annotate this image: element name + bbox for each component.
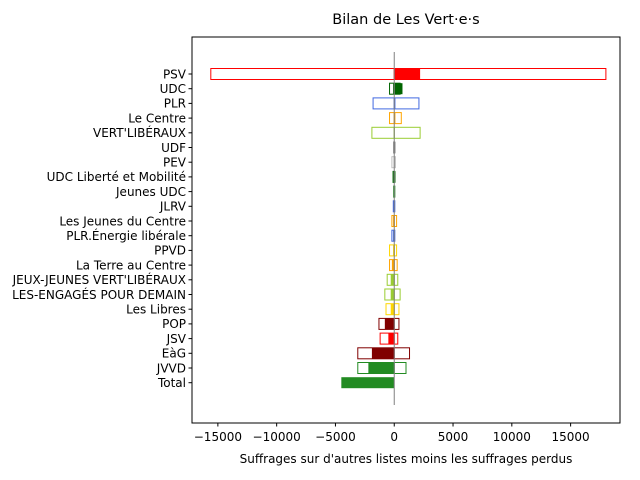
y-tick-label: Le Centre: [128, 111, 186, 125]
bar-filled: [388, 333, 395, 345]
bar-filled: [390, 289, 395, 300]
y-tick-label: JLRV: [159, 200, 187, 214]
bar-filled: [393, 215, 395, 227]
bar-outline: [210, 68, 395, 80]
y-tick-label: PPVD: [154, 244, 186, 258]
y-tick-label: PSV: [163, 67, 187, 81]
x-tick-label: 0: [390, 430, 398, 444]
y-tick-label: Les Jeunes du Centre: [59, 214, 186, 228]
bar-outline: [393, 332, 399, 345]
bar-outline: [389, 112, 395, 125]
bar-filled: [391, 259, 395, 271]
y-tick-label: VERT'LIBÉRAUX: [93, 125, 186, 140]
y-tick-label: PEV: [163, 156, 187, 170]
bar-filled: [393, 230, 395, 242]
y-tick-label: PLR: [164, 97, 186, 111]
x-tick-label: −10000: [253, 430, 301, 444]
bar-outline: [371, 126, 395, 139]
y-tick-label: UDF: [161, 141, 186, 155]
bar-outline: [372, 97, 395, 110]
bar-outline: [393, 362, 407, 374]
chart-title: Bilan de Les Vert·e·s: [332, 12, 479, 28]
bar-filled: [394, 171, 396, 183]
y-tick-label: UDC Liberté et Mobilité: [47, 170, 186, 184]
bar-filled: [393, 83, 395, 95]
bar-filled: [384, 318, 395, 330]
bar-outline: [393, 347, 411, 360]
bar-filled: [341, 377, 395, 389]
y-tick-label: Total: [157, 376, 186, 390]
x-tick-label: 15000: [552, 430, 590, 444]
bar-filled: [393, 244, 395, 256]
x-tick-label: 10000: [493, 430, 531, 444]
y-tick-label: LES-ENGAGÉS POUR DEMAIN: [12, 287, 186, 302]
x-axis-label: Suffrages sur d'autres listes moins les …: [240, 452, 573, 466]
bar-filled: [390, 274, 395, 286]
bar-outline: [393, 317, 400, 330]
bar-outline: [393, 97, 420, 110]
bar-filled: [394, 83, 403, 95]
y-tick-label: UDC: [160, 82, 186, 96]
bar-filled: [368, 362, 395, 374]
bar-filled: [394, 112, 396, 124]
y-tick-label: Jeunes UDC: [115, 185, 186, 199]
bar-filled: [371, 347, 395, 359]
y-tick-label: La Terre au Centre: [76, 258, 186, 272]
bar-outline: [393, 288, 401, 301]
bar-outline: [393, 273, 399, 286]
bars-layer: [210, 68, 607, 389]
y-tick-label: JSV: [166, 332, 187, 346]
bar-filled: [394, 97, 396, 109]
bar-outline: [393, 303, 400, 316]
y-tick-label: JVVD: [156, 361, 186, 375]
y-tick-label: Les Libres: [126, 303, 186, 317]
x-tick-label: −15000: [194, 430, 242, 444]
x-axis: −15000 −10000 −5000 0 5000 10000 15000: [194, 423, 590, 444]
plot-area-frame: [191, 36, 621, 424]
bar-filled: [394, 68, 421, 80]
x-tick-label: 5000: [438, 430, 469, 444]
x-tick-label: −5000: [315, 430, 356, 444]
y-tick-label: PLR.Énergie libérale: [66, 228, 186, 243]
bar-filled: [394, 142, 396, 153]
bar-filled: [390, 303, 395, 315]
y-tick-label: EàG: [162, 347, 186, 361]
y-tick-label: JEUX-JEUNES VERT'LIBÉRAUX: [12, 272, 186, 287]
bar-outline: [393, 126, 421, 139]
y-tick-label: POP: [162, 317, 186, 331]
bar-outline: [393, 68, 607, 80]
